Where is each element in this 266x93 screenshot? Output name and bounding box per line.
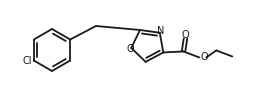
Text: O: O xyxy=(127,44,135,54)
Text: Cl: Cl xyxy=(22,56,32,66)
Text: O: O xyxy=(182,30,190,40)
Text: O: O xyxy=(200,52,208,62)
Text: N: N xyxy=(157,26,164,36)
